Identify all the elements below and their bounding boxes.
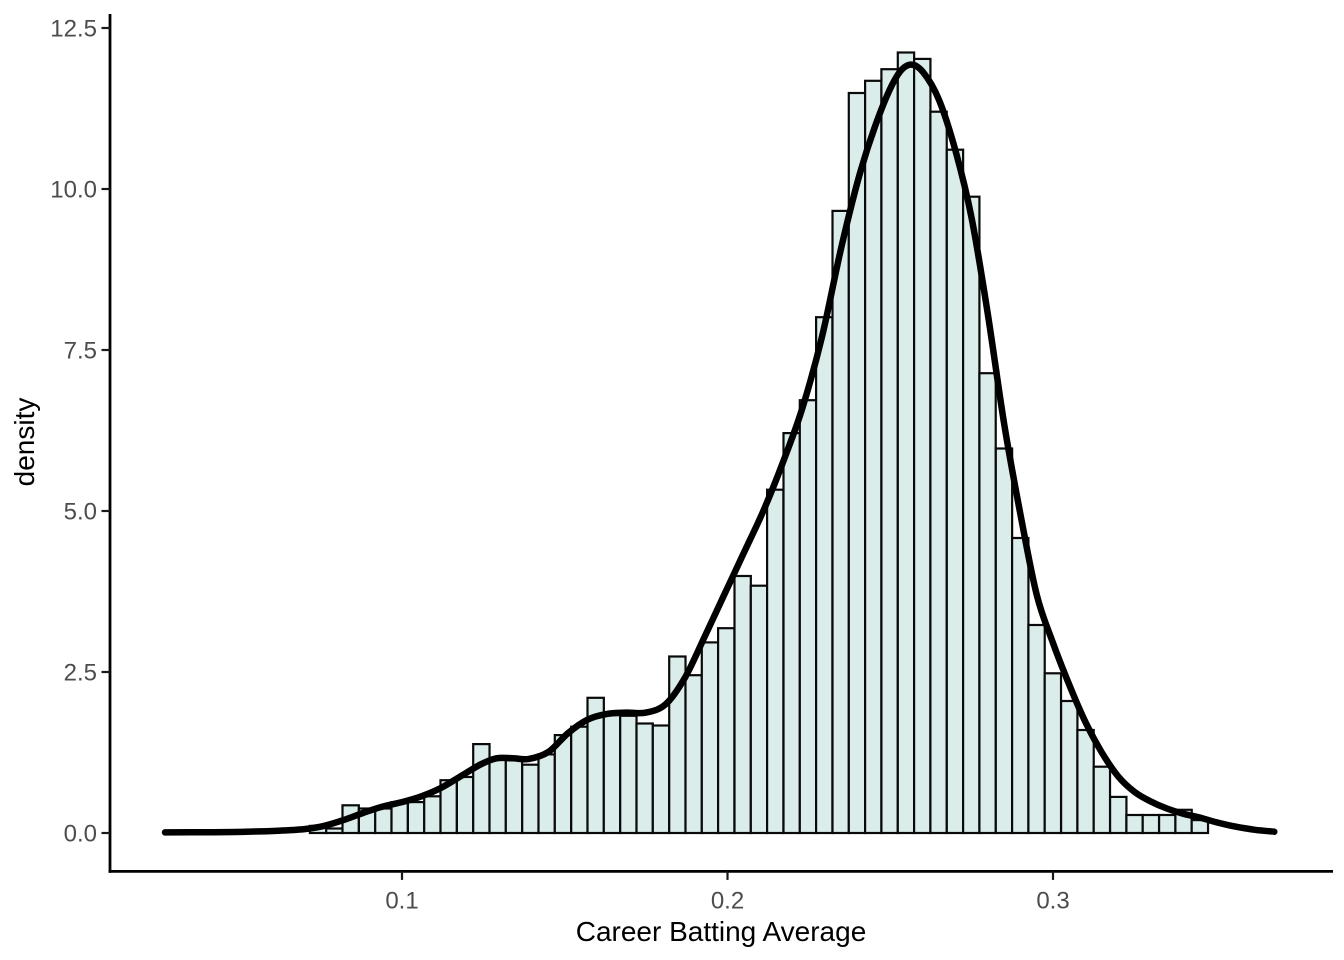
histogram-bar	[1125, 813, 1144, 835]
histogram-bar	[455, 775, 475, 835]
histogram-bar	[1043, 672, 1063, 835]
histogram-bar	[749, 584, 769, 835]
histogram-bar	[1076, 728, 1095, 835]
y-tick-label: 10.0	[50, 177, 97, 204]
histogram-bar	[978, 372, 997, 835]
histogram-bar	[765, 488, 785, 835]
histogram-bar	[1010, 536, 1030, 835]
histogram-bar	[798, 399, 818, 835]
histogram-bar	[733, 574, 752, 835]
density-curve	[161, 61, 1278, 836]
histogram-bar	[406, 800, 426, 835]
x-axis-title: Career Batting Average	[576, 916, 867, 947]
histogram-bar	[504, 759, 524, 835]
histogram-bar	[814, 316, 834, 835]
density-curve-layer	[161, 61, 1278, 836]
x-tick-label: 0.3	[1036, 887, 1069, 914]
histogram-bar	[880, 68, 899, 835]
histogram-bar	[929, 110, 948, 835]
histogram-bar	[374, 807, 393, 835]
histogram-bar	[423, 795, 442, 835]
histogram-bar	[831, 209, 850, 835]
axes-layer	[101, 14, 1333, 880]
x-tick-label: 0.2	[711, 887, 744, 914]
histogram-bar	[863, 79, 883, 835]
histogram-bar	[1059, 699, 1079, 835]
histogram-bar	[635, 722, 654, 835]
histogram-bars-layer	[308, 51, 1210, 835]
histogram-bar	[896, 51, 916, 835]
histogram-bar	[488, 757, 507, 835]
histogram-bar	[619, 714, 638, 835]
x-tick-label: 0.1	[385, 887, 418, 914]
histogram-bar	[602, 713, 622, 835]
histogram-bar	[684, 674, 703, 835]
histogram-bar	[537, 753, 556, 835]
y-tick-label: 0.0	[64, 821, 97, 848]
histogram-bar	[570, 725, 589, 835]
histogram-bar	[1141, 813, 1161, 835]
histogram-bar	[1157, 813, 1177, 835]
y-tick-label: 7.5	[64, 338, 97, 365]
histogram-bar	[651, 724, 671, 835]
histogram-bar	[1092, 765, 1112, 835]
histogram-bar	[716, 627, 736, 835]
histogram-bar	[553, 733, 573, 835]
histogram-bar	[472, 742, 491, 835]
y-tick-label: 12.5	[50, 16, 97, 43]
histogram-bar	[1027, 623, 1046, 835]
histogram-bar	[961, 195, 981, 835]
histogram-bar	[700, 641, 720, 835]
histogram-bar	[1108, 795, 1128, 835]
histogram-bar	[945, 148, 965, 835]
histogram-bar	[912, 57, 932, 835]
y-tick-label: 2.5	[64, 660, 97, 687]
histogram-bar	[994, 447, 1014, 835]
histogram-bar	[782, 432, 801, 835]
y-tick-label: 5.0	[64, 499, 97, 526]
histogram-bar	[325, 827, 344, 835]
histogram-bar	[521, 763, 540, 835]
tick-labels-layer: 0.0 2.5 5.0 7.5 10.0 12.5 0.1 0.2 0.3	[50, 16, 1069, 915]
y-axis-title: density	[9, 398, 40, 487]
